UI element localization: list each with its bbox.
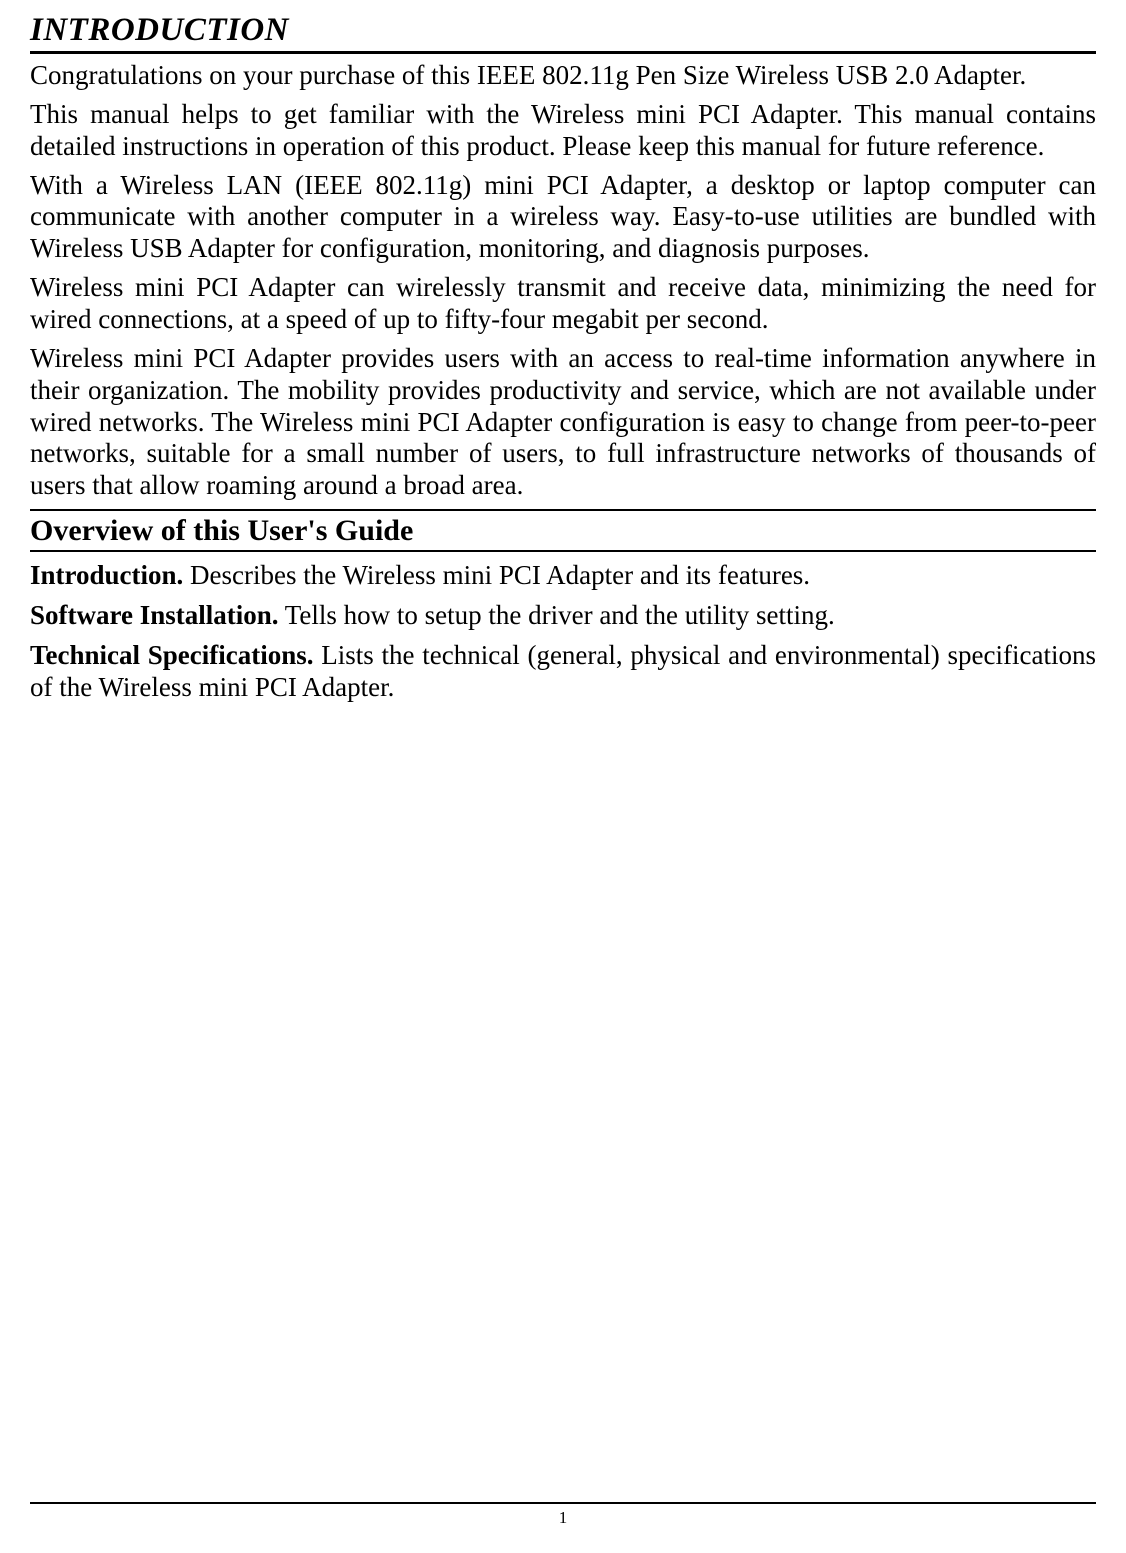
overview-text-introduction: Describes the Wireless mini PCI Adapter …	[183, 560, 810, 590]
page-number: 1	[30, 1502, 1096, 1528]
intro-paragraph-4: Wireless mini PCI Adapter can wirelessly…	[30, 272, 1096, 336]
overview-text-software: Tells how to setup the driver and the ut…	[279, 600, 835, 630]
content-spacer	[30, 712, 1096, 1272]
overview-lead-introduction: Introduction.	[30, 560, 183, 590]
overview-heading: Overview of this User's Guide	[30, 509, 1096, 552]
page-footer: 1	[0, 1502, 1126, 1528]
intro-paragraph-2: This manual helps to get familiar with t…	[30, 99, 1096, 163]
intro-paragraph-5: Wireless mini PCI Adapter provides users…	[30, 343, 1096, 502]
overview-lead-software: Software Installation.	[30, 600, 279, 630]
intro-paragraph-1: Congratulations on your purchase of this…	[30, 60, 1096, 92]
overview-item-tech: Technical Specifications. Lists the tech…	[30, 640, 1096, 704]
page-title: INTRODUCTION	[30, 12, 1096, 54]
intro-paragraph-3: With a Wireless LAN (IEEE 802.11g) mini …	[30, 170, 1096, 266]
overview-item-introduction: Introduction. Describes the Wireless min…	[30, 560, 1096, 592]
overview-item-software: Software Installation. Tells how to setu…	[30, 600, 1096, 632]
overview-lead-tech: Technical Specifications.	[30, 640, 314, 670]
